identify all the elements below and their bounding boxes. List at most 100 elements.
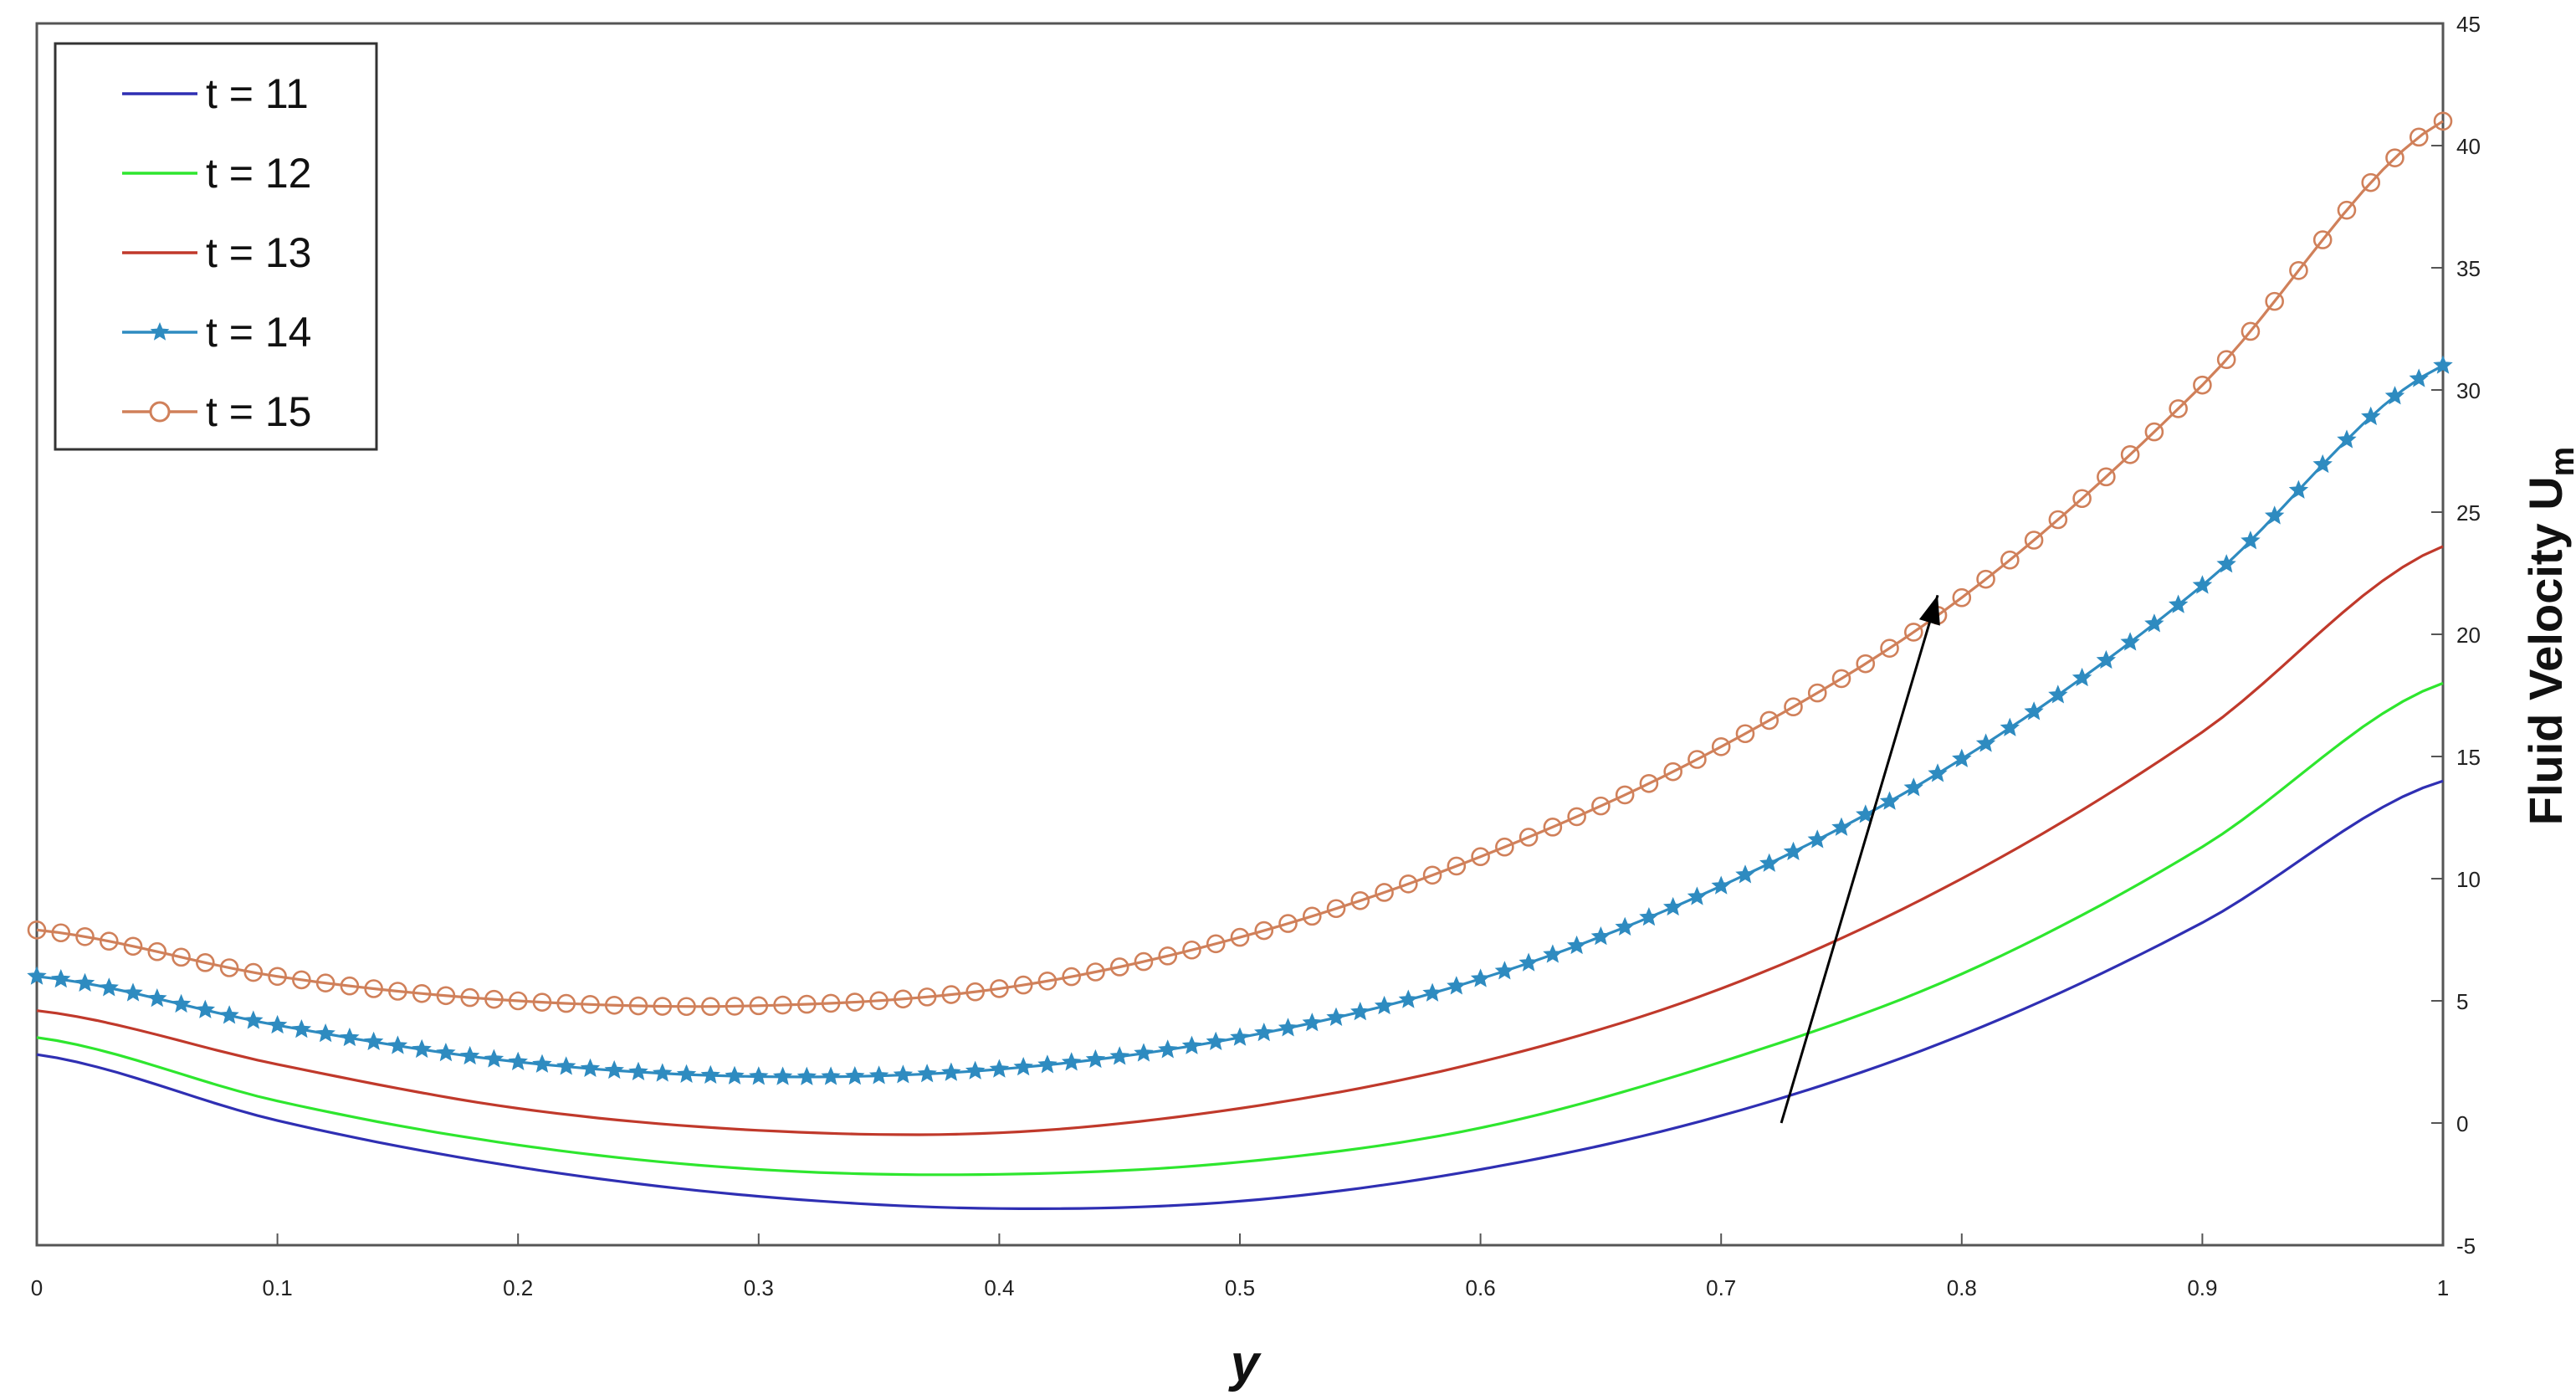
series-3 <box>36 545 2444 1136</box>
svg-text:Fluid Velocity Um: Fluid Velocity Um <box>2519 447 2576 826</box>
star-marker <box>2409 368 2429 387</box>
star-marker <box>1735 864 1755 884</box>
circle-marker <box>556 993 576 1013</box>
circle-marker <box>894 989 913 1009</box>
x-tick-label: 0 <box>31 1275 43 1300</box>
circle-marker <box>508 991 528 1011</box>
circle-marker <box>99 931 119 951</box>
circle-marker <box>773 995 792 1015</box>
star-marker <box>363 1031 384 1050</box>
circle-marker <box>604 995 624 1015</box>
star-marker <box>1615 916 1635 936</box>
circle-marker <box>1278 914 1298 933</box>
star-marker <box>1952 748 1972 767</box>
star-marker <box>653 1063 673 1082</box>
star-marker <box>99 977 119 997</box>
star-marker <box>2264 505 2285 525</box>
star-marker <box>459 1045 480 1065</box>
circle-marker <box>2072 489 2092 509</box>
circle-marker <box>1447 856 1467 876</box>
circle-marker <box>1903 623 1923 642</box>
circle-marker <box>1880 638 1899 658</box>
circle-marker <box>1375 883 1394 902</box>
circle-marker <box>460 987 479 1008</box>
circle-marker <box>1639 773 1659 793</box>
series-2 <box>36 681 2444 1177</box>
series-line <box>36 364 2444 1079</box>
star-marker <box>2048 685 2068 704</box>
star-marker <box>700 1064 720 1085</box>
circle-marker <box>1711 737 1731 756</box>
star-marker <box>1085 1049 1106 1069</box>
star-marker <box>1134 1043 1154 1062</box>
circle-marker <box>484 989 504 1009</box>
y-tick-label: 5 <box>2456 989 2468 1014</box>
star-marker <box>1278 1018 1298 1037</box>
star-marker <box>171 993 192 1013</box>
star-marker <box>2361 406 2381 426</box>
circle-marker <box>196 953 215 972</box>
x-tick-label: 1 <box>2437 1275 2449 1300</box>
legend-label: t = 15 <box>206 388 312 435</box>
y-tick-label: 10 <box>2456 867 2481 892</box>
circle-marker <box>1206 934 1226 954</box>
star-marker <box>725 1065 745 1085</box>
star-marker <box>628 1061 648 1080</box>
legend-label: t = 11 <box>206 70 309 117</box>
star-marker <box>845 1065 865 1085</box>
star-marker <box>749 1066 769 1085</box>
y-axis-label-text: Fluid Velocity U <box>2519 476 2572 825</box>
star-marker <box>676 1064 697 1083</box>
star-marker <box>2096 649 2117 669</box>
circle-marker <box>1399 874 1418 894</box>
circle-marker <box>821 993 841 1013</box>
circle-marker <box>2216 350 2236 369</box>
star-marker <box>1903 777 1923 797</box>
star-marker <box>267 1014 288 1034</box>
circle-marker <box>412 983 432 1003</box>
star-marker <box>532 1054 552 1073</box>
circle-marker <box>388 982 407 1001</box>
x-tick-labels: 0 0.1 0.2 0.3 0.4 0.5 0.6 0.7 0.8 0.9 1 <box>31 1233 2449 1300</box>
star-marker <box>1398 989 1419 1008</box>
star-marker <box>1230 1027 1250 1046</box>
circle-marker <box>653 997 673 1016</box>
x-tick-label: 0.2 <box>503 1275 533 1300</box>
y-tick-label: 15 <box>2456 745 2481 770</box>
circle-marker <box>2265 291 2284 311</box>
star-marker <box>2072 667 2092 687</box>
series-line <box>36 545 2444 1136</box>
y-tick-label: 30 <box>2456 378 2481 403</box>
star-marker <box>1759 853 1780 872</box>
axes-box <box>35 22 2445 1247</box>
circle-marker <box>2193 375 2212 395</box>
circle-marker <box>2312 230 2333 249</box>
trend-arrow <box>1780 594 1940 1124</box>
y-tick-label: 45 <box>2456 12 2481 37</box>
circle-marker <box>532 992 552 1012</box>
circle-marker <box>628 996 648 1016</box>
annotation-layer <box>1780 594 1940 1124</box>
star-marker <box>2144 613 2164 633</box>
circle-marker <box>1495 837 1514 857</box>
star-marker <box>772 1066 793 1085</box>
star-marker <box>1254 1022 1274 1042</box>
circle-marker <box>1543 818 1563 837</box>
circle-marker <box>965 982 985 1002</box>
circle-marker <box>2048 510 2068 530</box>
circle-marker <box>1567 807 1586 827</box>
circle-marker <box>1254 921 1274 941</box>
star-marker <box>1181 1035 1202 1054</box>
series-4 <box>27 355 2453 1085</box>
star-marker <box>1518 952 1539 972</box>
star-marker <box>147 987 167 1008</box>
circle-marker <box>172 947 191 967</box>
star-marker <box>580 1058 601 1077</box>
circle-marker <box>581 994 600 1014</box>
star-marker <box>315 1023 335 1043</box>
circle-marker <box>1952 587 1972 608</box>
star-marker <box>1783 841 1804 860</box>
y-tick-label: 0 <box>2456 1111 2468 1136</box>
star-marker <box>821 1066 841 1085</box>
